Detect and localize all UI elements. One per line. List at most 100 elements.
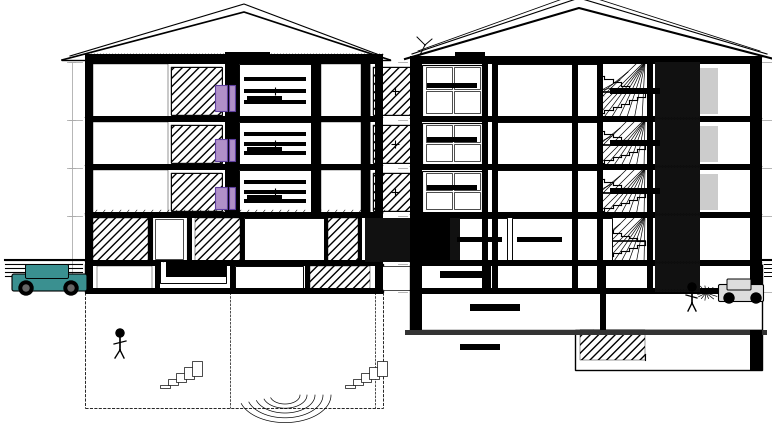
Bar [244,199,306,203]
Bar [230,264,235,292]
Bar [572,64,600,118]
Bar [575,330,762,370]
Bar [410,292,762,330]
Bar [244,132,306,136]
Bar [93,218,148,262]
Bar [427,83,477,88]
Bar [422,65,482,117]
Bar [184,367,194,379]
Bar [580,62,645,120]
Bar [195,218,240,262]
Bar [580,120,645,168]
Bar [85,212,383,218]
Bar [215,85,227,112]
Bar [452,218,507,262]
Bar [580,168,645,216]
FancyBboxPatch shape [719,285,764,301]
Bar [700,68,718,114]
Bar [380,266,460,290]
Bar [85,264,93,292]
Bar [427,184,477,190]
Bar [85,264,383,292]
Bar [171,173,222,211]
Bar [369,367,379,379]
Bar [426,192,452,209]
Bar [410,164,762,170]
Bar [426,125,452,142]
Bar [647,62,653,292]
Bar [85,288,383,294]
Bar [457,237,502,243]
Bar [750,62,762,292]
Bar [155,219,183,259]
Bar [426,91,452,113]
Bar [353,379,363,385]
Bar [85,260,383,266]
Bar [229,187,235,209]
Bar [171,67,222,115]
Bar [168,379,178,385]
Bar [215,187,227,209]
Bar [358,216,362,264]
Bar [311,120,321,168]
Bar [310,266,370,290]
Bar [171,67,222,115]
Bar [492,62,498,292]
Bar [229,139,235,161]
Bar [373,125,417,163]
Bar [426,173,452,190]
Bar [225,52,270,57]
Bar [572,170,600,214]
Bar [244,142,306,145]
Bar [247,195,282,199]
Bar [373,125,417,163]
Bar [321,64,361,118]
Bar [361,120,370,168]
Bar [410,116,762,122]
Bar [655,62,700,292]
Bar [375,62,383,292]
Bar [93,122,168,166]
Bar [373,67,417,115]
Bar [580,330,645,360]
Bar [460,344,500,350]
Circle shape [116,329,124,337]
Bar [321,122,361,166]
Bar [572,62,578,292]
Bar [305,264,310,292]
Bar [161,262,226,282]
Bar [239,170,311,214]
Bar [454,173,480,190]
Circle shape [751,293,761,303]
Bar [365,218,460,262]
Bar [176,373,186,382]
Bar [85,54,383,64]
Bar [410,56,762,64]
Bar [235,266,303,290]
Bar [345,385,355,388]
Circle shape [64,281,78,295]
Bar [373,173,417,211]
Bar [600,292,606,330]
Bar [375,264,383,292]
Bar [610,88,660,94]
Bar [244,77,306,81]
Bar [482,62,488,292]
Bar [148,216,152,264]
Bar [171,125,222,163]
Bar [455,52,485,57]
Bar [427,137,477,142]
Bar [247,147,282,151]
Bar [512,218,612,262]
Bar [410,292,422,330]
Bar [160,385,170,388]
Bar [600,264,606,292]
FancyBboxPatch shape [25,265,69,279]
Bar [454,67,480,89]
Bar [244,89,306,92]
Bar [97,266,152,290]
Bar [225,120,239,168]
Bar [700,126,718,162]
Bar [422,123,482,165]
Bar [572,264,578,292]
